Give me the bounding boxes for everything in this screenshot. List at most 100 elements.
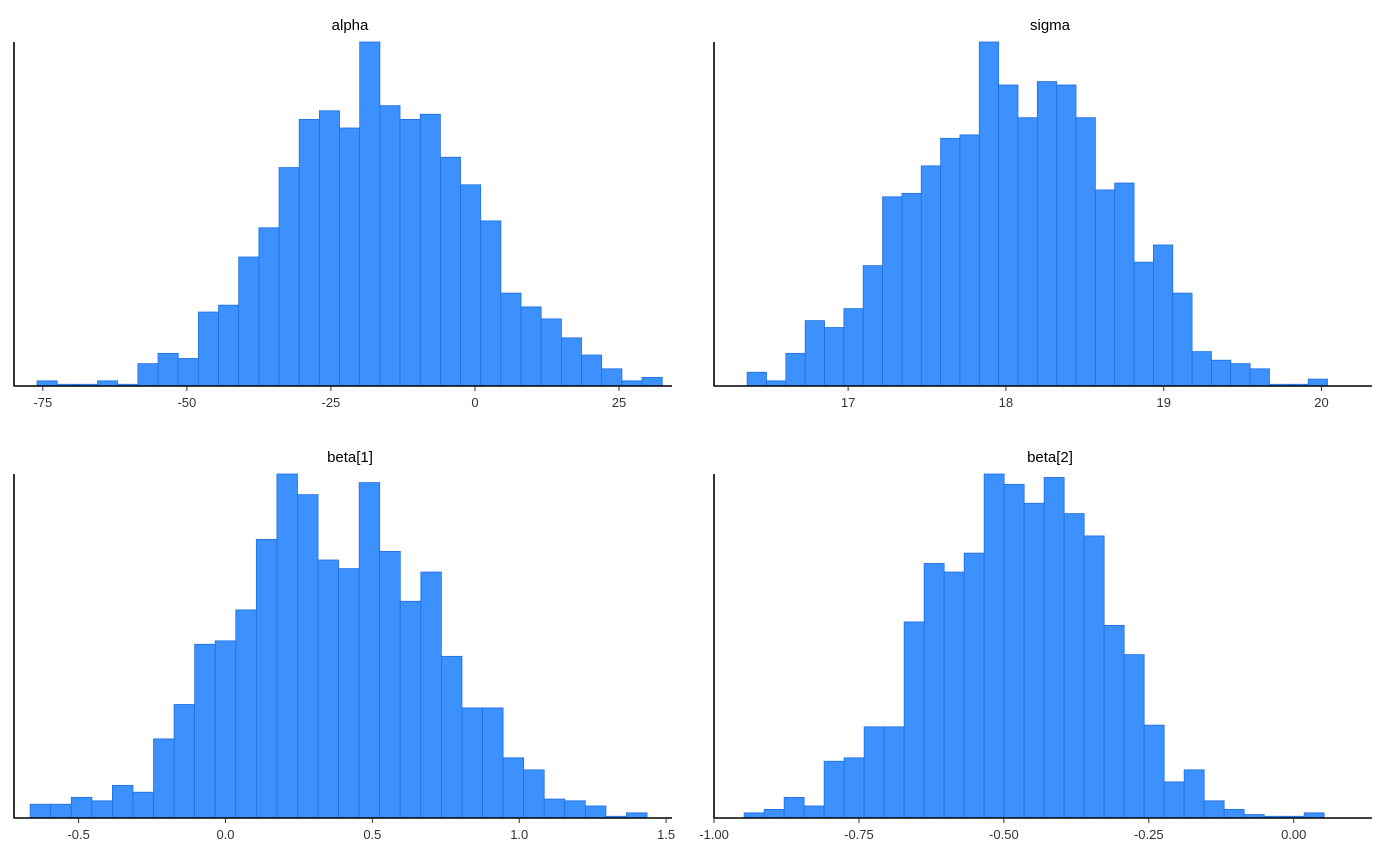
histogram-plot: 17 18 19 20 [713, 41, 1372, 410]
bars [29, 473, 648, 819]
histogram-bar [297, 494, 319, 819]
histogram-bar [1133, 261, 1154, 387]
histogram-bar [1143, 724, 1165, 819]
histogram-bar [419, 113, 441, 387]
histogram-bar [1172, 292, 1193, 387]
histogram-bar [1114, 182, 1135, 387]
x-tick-label: -0.5 [67, 827, 89, 842]
histogram-bar [157, 352, 179, 387]
histogram-bar [763, 808, 785, 819]
histogram-bar [783, 796, 805, 819]
histogram-bar [112, 784, 134, 819]
x-tick-label: -0.25 [1134, 827, 1164, 842]
histogram-bar [823, 760, 845, 819]
histogram-bar [29, 803, 52, 819]
histogram-bar [441, 655, 463, 819]
histogram-bar [746, 371, 767, 387]
histogram-bar [1056, 84, 1077, 387]
histogram-bar [843, 308, 864, 387]
histogram-bar [460, 184, 482, 387]
histogram-bar [359, 41, 381, 387]
histogram-bar [564, 800, 586, 819]
histogram-bar [439, 156, 461, 387]
histogram-bar [399, 600, 422, 819]
histogram-bar [173, 704, 196, 819]
histogram-bar [1083, 535, 1105, 819]
panel-title: sigma [1029, 17, 1070, 34]
histogram-plot: -0.5 0.0 0.5 1.0 1.5 [13, 473, 675, 842]
x-tick-label: -50 [177, 395, 196, 410]
histogram-bar [278, 167, 300, 387]
histogram-bar [1123, 654, 1145, 819]
histogram-bar [1191, 351, 1212, 387]
x-tick-label: -1.00 [700, 827, 729, 842]
histogram-bar [1163, 781, 1185, 819]
histogram-panel-sigma: sigma 17 18 19 20 [700, 0, 1400, 432]
histogram-bar [641, 376, 663, 387]
histogram-bar [177, 358, 199, 387]
histogram-bar [379, 551, 401, 819]
histogram-bar [601, 368, 623, 387]
histogram-bar [1211, 359, 1232, 387]
histogram-bar [317, 559, 339, 819]
x-tick-label: -75 [33, 395, 52, 410]
histogram-bar [70, 796, 93, 819]
histogram-bar [785, 352, 806, 387]
histogram-bar [1230, 363, 1251, 387]
histogram-bar [1249, 368, 1270, 387]
x-tick-label: 0.5 [363, 827, 381, 842]
histogram-bar [803, 805, 825, 819]
histogram-bar [500, 292, 522, 387]
histogram-bar [824, 327, 845, 387]
histogram-bar [132, 791, 154, 819]
histogram-bar [923, 563, 945, 819]
histogram-bar [1023, 502, 1045, 819]
histogram-bar [843, 757, 865, 819]
histogram-bar [276, 473, 298, 819]
histogram-bar [318, 110, 340, 387]
histogram-bar [91, 800, 113, 819]
bars [746, 41, 1328, 387]
histogram-bar [983, 473, 1005, 819]
histogram-bar [862, 265, 883, 387]
histogram-bar [1017, 117, 1038, 387]
histogram-bar [461, 707, 483, 819]
histogram-panel-beta-1: beta[1] -0.5 0.0 0.5 1.0 1.5 [0, 432, 700, 865]
histogram-bar [940, 137, 961, 387]
histogram-bar [543, 798, 566, 819]
x-tick-label: 1.5 [657, 827, 675, 842]
histogram-bar [399, 119, 421, 387]
histogram-bar [482, 707, 504, 819]
histogram-bar [584, 805, 607, 819]
bars [743, 473, 1325, 819]
x-tick-label: 1.0 [510, 827, 528, 842]
histogram-plot: -1.00 -0.75 -0.50 -0.25 0.00 [700, 473, 1372, 842]
histogram-bar [901, 192, 922, 387]
histogram-bar [1223, 808, 1245, 819]
histogram-bar [560, 337, 582, 387]
x-tick-label: 0 [471, 395, 478, 410]
histogram-bar [804, 320, 825, 387]
histogram-bar [298, 119, 320, 387]
histogram-bar [214, 640, 237, 819]
x-tick-label: 0.0 [216, 827, 234, 842]
histogram-bar [255, 538, 278, 819]
histogram-bar [581, 354, 603, 387]
histogram-bar [197, 311, 219, 387]
histogram-bar [863, 726, 885, 819]
histogram-bar [998, 84, 1019, 387]
histogram-bar [1203, 800, 1225, 819]
histogram-bar [1103, 624, 1125, 819]
x-tick-label: -25 [322, 395, 341, 410]
histogram-bar [50, 803, 72, 819]
histogram-bar [1183, 769, 1205, 819]
histogram-bar [943, 571, 965, 819]
x-tick-label: 19 [1156, 395, 1170, 410]
histogram-bar [1307, 378, 1328, 387]
histogram-bar [903, 621, 925, 819]
x-tick-label: -0.50 [989, 827, 1019, 842]
histogram-bar [963, 552, 985, 819]
panel-title: alpha [331, 17, 369, 34]
x-tick-label: -0.75 [844, 827, 874, 842]
histogram-bar [153, 738, 175, 819]
